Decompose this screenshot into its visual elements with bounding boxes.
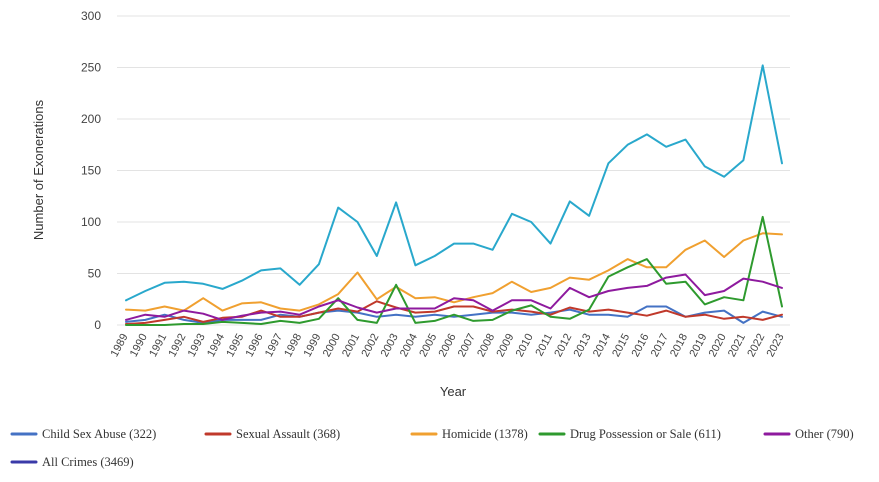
- x-tick-label: 2022: [745, 332, 767, 359]
- x-tick-label: 2020: [707, 332, 729, 359]
- x-tick-label: 2010: [514, 332, 536, 359]
- x-tick-label: 2016: [629, 332, 651, 359]
- legend-label: Sexual Assault (368): [236, 427, 340, 441]
- y-tick-label: 100: [81, 215, 101, 229]
- x-tick-label: 1997: [263, 332, 285, 359]
- legend-label: Homicide (1378): [442, 427, 528, 441]
- x-tick-label: 1994: [205, 332, 227, 359]
- x-tick-label: 2000: [321, 332, 343, 359]
- x-tick-label: 2004: [398, 332, 420, 359]
- x-tick-label: 1993: [186, 332, 208, 359]
- x-tick-label: 2002: [359, 332, 381, 359]
- grid-lines: [117, 15, 790, 326]
- legend-label: All Crimes (3469): [42, 455, 134, 469]
- y-axis-ticks: 0 50 100 150 200 250 300: [81, 9, 101, 332]
- legend-label: Drug Possession or Sale (611): [570, 427, 721, 441]
- y-tick-label: 250: [81, 61, 101, 75]
- y-axis-title: Number of Exonerations: [31, 99, 46, 240]
- x-tick-label: 2017: [649, 332, 671, 359]
- x-tick-label: 2021: [726, 332, 748, 359]
- y-tick-label: 300: [81, 9, 101, 23]
- x-tick-label: 1995: [224, 332, 246, 359]
- x-tick-label: 1999: [301, 332, 323, 359]
- x-tick-label: 1990: [128, 332, 150, 359]
- y-tick-label: 150: [81, 164, 101, 178]
- series-lines: [125, 64, 783, 326]
- legend-label: Child Sex Abuse (322): [42, 427, 156, 441]
- x-tick-label: 2001: [340, 332, 362, 359]
- legend: Child Sex Abuse (322) Sexual Assault (368…: [10, 427, 854, 469]
- x-tick-label: 2023: [765, 332, 787, 359]
- series-line-5: [125, 64, 783, 302]
- series-line-2: [125, 232, 783, 312]
- x-tick-label: 1989: [109, 332, 131, 359]
- x-tick-label: 2019: [687, 332, 709, 359]
- x-tick-label: 2012: [552, 332, 574, 359]
- x-tick-label: 2003: [379, 332, 401, 359]
- x-tick-label: 2011: [533, 332, 555, 359]
- x-tick-label: 2005: [417, 332, 439, 359]
- x-tick-label: 1992: [166, 332, 188, 359]
- x-tick-label: 1998: [282, 332, 304, 359]
- y-tick-label: 200: [81, 112, 101, 126]
- x-tick-label: 2018: [668, 332, 690, 359]
- x-tick-label: 2007: [456, 332, 478, 359]
- x-tick-label: 2006: [437, 332, 459, 359]
- x-axis-ticks: 1989199019911992199319941995199619971998…: [109, 332, 787, 359]
- x-tick-label: 2015: [610, 332, 632, 359]
- y-tick-label: 0: [94, 318, 101, 332]
- series-line-0: [125, 305, 783, 324]
- series-line-4: [125, 273, 783, 321]
- y-tick-label: 50: [88, 267, 102, 281]
- legend-label: Other (790): [795, 427, 854, 441]
- x-tick-label: 2013: [572, 332, 594, 359]
- x-tick-label: 1991: [147, 332, 169, 359]
- series-line-3: [125, 215, 783, 326]
- x-tick-label: 2008: [475, 332, 497, 359]
- x-tick-label: 2009: [494, 332, 516, 359]
- x-tick-label: 2014: [591, 332, 613, 359]
- x-axis-title: Year: [440, 384, 467, 399]
- x-tick-label: 1996: [244, 332, 266, 359]
